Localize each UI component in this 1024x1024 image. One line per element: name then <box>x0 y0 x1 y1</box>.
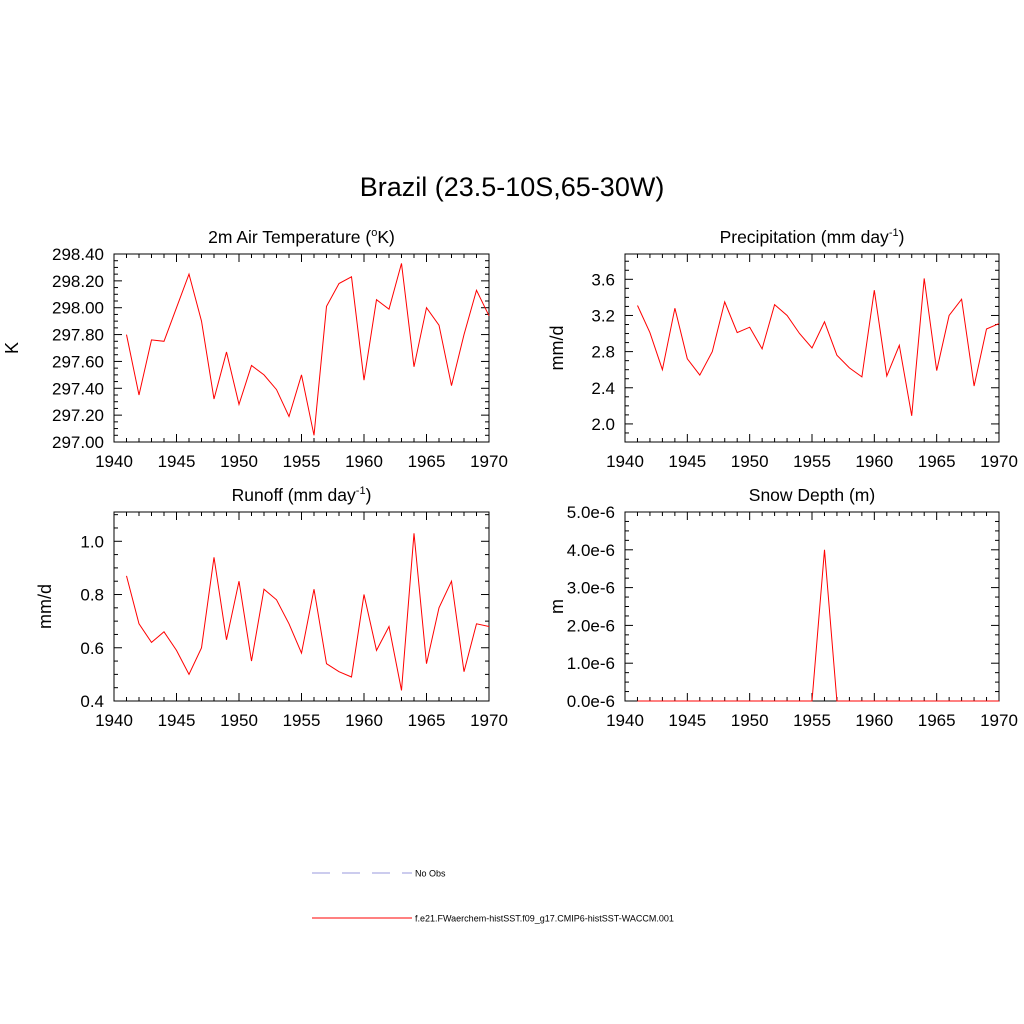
x-tick-label: 1955 <box>793 452 831 471</box>
x-tick-label: 1965 <box>408 711 446 730</box>
y-tick-label: 2.8 <box>591 343 615 362</box>
x-tick-label: 1940 <box>606 711 644 730</box>
x-tick-label: 1960 <box>345 452 383 471</box>
panel-3: 1940 1945 1950 1955 1960 1965 1970 0.4 0.6 0.8 1.0… <box>35 485 508 730</box>
y-tick-label: 297.20 <box>52 406 104 425</box>
panel-title-main: 2m Air Temperature ( <box>208 227 371 247</box>
y-tick-label: 3.6 <box>591 270 615 289</box>
y-axis-label: K <box>2 342 22 354</box>
panel-title-tail: K) <box>377 227 395 247</box>
series-line <box>126 533 490 691</box>
y-axis-label: m <box>547 599 567 614</box>
y-tick-label: 3.2 <box>591 306 615 325</box>
panel-1: 1940 1945 1950 1955 1960 1965 1970 297.00 297.20… <box>2 227 508 471</box>
x-tick-label: 1965 <box>408 452 446 471</box>
y-tick-label: 0.4 <box>80 692 104 711</box>
x-tick-label: 1955 <box>283 452 321 471</box>
x-tick-label: 1970 <box>980 452 1018 471</box>
panel-4: 1940 1945 1950 1955 1960 1965 1970 0.0e-6 1.0e-6… <box>547 485 1018 730</box>
panel-title-superscript: -1 <box>889 227 899 239</box>
x-tick-label: 1955 <box>793 711 831 730</box>
legend-obs-label: No Obs <box>415 869 446 879</box>
panel-title: 2m Air Temperature (oK) <box>208 227 395 247</box>
x-tick-label: 1945 <box>668 452 706 471</box>
y-tick-label: 297.80 <box>52 326 104 345</box>
panel-title-tail: ) <box>899 227 905 247</box>
x-tick-label: 1945 <box>158 452 196 471</box>
panel-title: Runoff (mm day-1) <box>232 485 372 505</box>
x-tick-label: 1945 <box>158 711 196 730</box>
y-tick-label: 297.60 <box>52 352 104 371</box>
panel-title-tail: ) <box>366 485 372 505</box>
y-tick-label: 297.40 <box>52 379 104 398</box>
y-axis-label: mm/d <box>35 584 55 629</box>
panel-title-main: Precipitation (mm day <box>720 227 889 247</box>
series-line <box>637 549 999 702</box>
y-tick-label: 0.6 <box>80 639 104 658</box>
y-tick-label: 1.0 <box>80 532 104 551</box>
y-tick-label: 0.0e-6 <box>567 692 615 711</box>
x-tick-label: 1950 <box>731 452 769 471</box>
legend-model-label: f.e21.FWaerchem-histSST.f09_g17.CMIP6-hi… <box>415 914 674 924</box>
x-tick-label: 1970 <box>470 711 508 730</box>
y-tick-label: 5.0e-6 <box>567 503 615 522</box>
legend: No Obs f.e21.FWaerchem-histSST.f09_g17.CM… <box>312 869 674 924</box>
panel-2: 1940 1945 1950 1955 1960 1965 1970 2.0 2.4 2.8 3.2… <box>547 227 1018 471</box>
x-tick-label: 1960 <box>345 711 383 730</box>
plot-frame <box>113 511 490 702</box>
plot-frame <box>113 253 490 443</box>
y-tick-label: 298.20 <box>52 272 104 291</box>
plot-frame <box>624 511 1000 702</box>
y-tick-label: 3.0e-6 <box>567 579 615 598</box>
y-tick-label: 2.0e-6 <box>567 616 615 635</box>
series-line <box>126 263 490 436</box>
x-tick-label: 1960 <box>855 452 893 471</box>
panel-title: Precipitation (mm day-1) <box>720 227 905 247</box>
x-tick-label: 1965 <box>918 452 956 471</box>
panel-title-superscript: -1 <box>356 485 366 497</box>
x-tick-label: 1970 <box>470 452 508 471</box>
x-tick-label: 1940 <box>95 711 133 730</box>
y-tick-label: 2.4 <box>591 379 615 398</box>
y-tick-label: 4.0e-6 <box>567 541 615 560</box>
x-tick-label: 1950 <box>220 452 258 471</box>
x-tick-label: 1955 <box>283 711 321 730</box>
y-tick-label: 298.40 <box>52 245 104 264</box>
y-tick-label: 2.0 <box>591 415 615 434</box>
panel-title-main: Runoff (mm day <box>232 485 356 505</box>
x-tick-label: 1940 <box>606 452 644 471</box>
y-tick-label: 297.00 <box>52 433 104 452</box>
x-tick-label: 1965 <box>918 711 956 730</box>
y-tick-label: 298.00 <box>52 299 104 318</box>
y-axis-label: mm/d <box>547 326 567 371</box>
x-tick-label: 1940 <box>95 452 133 471</box>
series-line <box>637 278 1000 416</box>
x-tick-label: 1945 <box>668 711 706 730</box>
panel-title-superscript: o <box>371 227 377 239</box>
y-tick-label: 1.0e-6 <box>567 654 615 673</box>
x-tick-label: 1950 <box>731 711 769 730</box>
x-tick-label: 1960 <box>855 711 893 730</box>
main-title: Brazil (23.5-10S,65-30W) <box>359 172 665 202</box>
x-tick-label: 1970 <box>980 711 1018 730</box>
y-tick-label: 0.8 <box>80 586 104 605</box>
x-tick-label: 1950 <box>220 711 258 730</box>
panel-title: Snow Depth (m) <box>749 485 875 505</box>
panel-title-main: Snow Depth (m) <box>749 485 875 505</box>
